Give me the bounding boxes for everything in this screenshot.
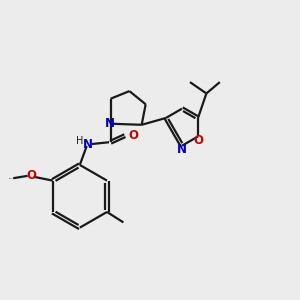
- Text: N: N: [176, 143, 186, 156]
- Text: N: N: [105, 117, 115, 130]
- Text: H: H: [76, 136, 83, 146]
- Text: O: O: [194, 134, 204, 147]
- Text: methoxy: methoxy: [9, 178, 15, 179]
- Text: O: O: [128, 129, 138, 142]
- Text: O: O: [26, 169, 36, 182]
- Text: N: N: [83, 138, 93, 151]
